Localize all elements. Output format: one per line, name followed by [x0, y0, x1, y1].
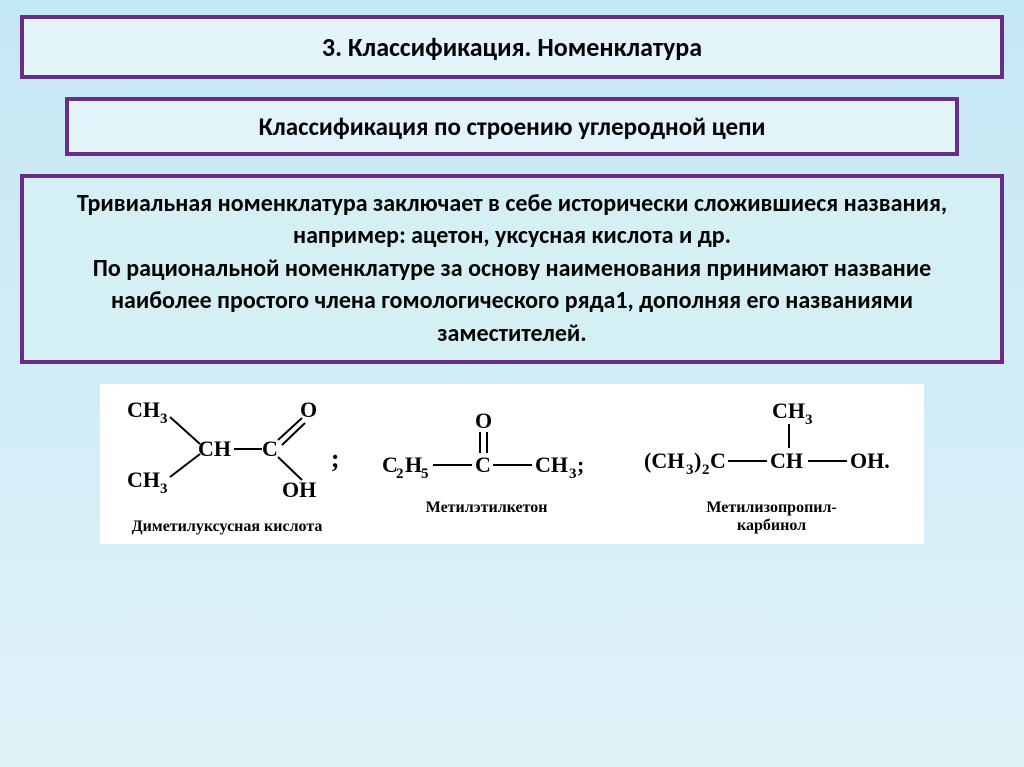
svg-text:C: C — [475, 452, 491, 477]
svg-text:C: C — [262, 436, 278, 461]
svg-text:3: 3 — [160, 481, 168, 497]
svg-text:3: 3 — [686, 462, 694, 478]
subtitle-box: Классификация по строению углеродной цеп… — [65, 97, 959, 156]
svg-text:H: H — [405, 452, 422, 477]
svg-text:2: 2 — [702, 462, 710, 478]
svg-text:;: ; — [577, 452, 584, 477]
structure-1: CH 3 CH 3 CH C O OH ; Диметилуксусная ки… — [122, 392, 331, 536]
structure-2: O C 2 H 5 C CH 3 ; Метилэтилкетон — [377, 410, 597, 517]
formula-1: CH 3 CH 3 CH C O OH ; — [122, 392, 331, 514]
svg-text:C: C — [710, 448, 726, 473]
svg-text:(CH: (CH — [644, 448, 684, 473]
svg-text:CH: CH — [198, 436, 231, 461]
svg-text:CH: CH — [772, 400, 805, 423]
content-text: Тривиальная номенклатура заключает в себ… — [44, 188, 980, 350]
svg-text:CH: CH — [127, 397, 160, 422]
formula-3: CH 3 (CH 3 ) 2 C CH OH. — [642, 400, 902, 495]
svg-text:): ) — [694, 448, 701, 473]
formula-2: O C 2 H 5 C CH 3 ; — [377, 410, 597, 495]
svg-text:CH: CH — [535, 452, 568, 477]
svg-text:CH: CH — [127, 467, 160, 492]
structure-3: CH 3 (CH 3 ) 2 C CH OH. Метилизопропил- … — [642, 400, 902, 535]
title-box: 3. Классификация. Номенклатура — [20, 15, 1004, 79]
structures-row: CH 3 CH 3 CH C O OH ; Диметилуксусная ки… — [100, 384, 924, 544]
svg-text:3: 3 — [160, 411, 168, 427]
svg-text:3: 3 — [805, 412, 813, 428]
svg-text:3: 3 — [569, 466, 577, 482]
structure-3-label: Метилизопропил- карбинол — [706, 499, 836, 535]
svg-text:O: O — [475, 410, 492, 433]
svg-text:OH: OH — [282, 477, 316, 502]
svg-text:2: 2 — [396, 466, 404, 482]
content-box: Тривиальная номенклатура заключает в себ… — [20, 174, 1004, 364]
svg-text:O: O — [300, 397, 317, 422]
svg-text:OH.: OH. — [850, 448, 890, 473]
structure-1-label: Диметилуксусная кислота — [132, 518, 323, 536]
svg-text:5: 5 — [421, 466, 429, 482]
page-title: 3. Классификация. Номенклатура — [44, 31, 980, 63]
structure-2-label: Метилэтилкетон — [426, 499, 548, 517]
subtitle: Классификация по строению углеродной цеп… — [89, 111, 935, 142]
svg-text:CH: CH — [770, 448, 803, 473]
